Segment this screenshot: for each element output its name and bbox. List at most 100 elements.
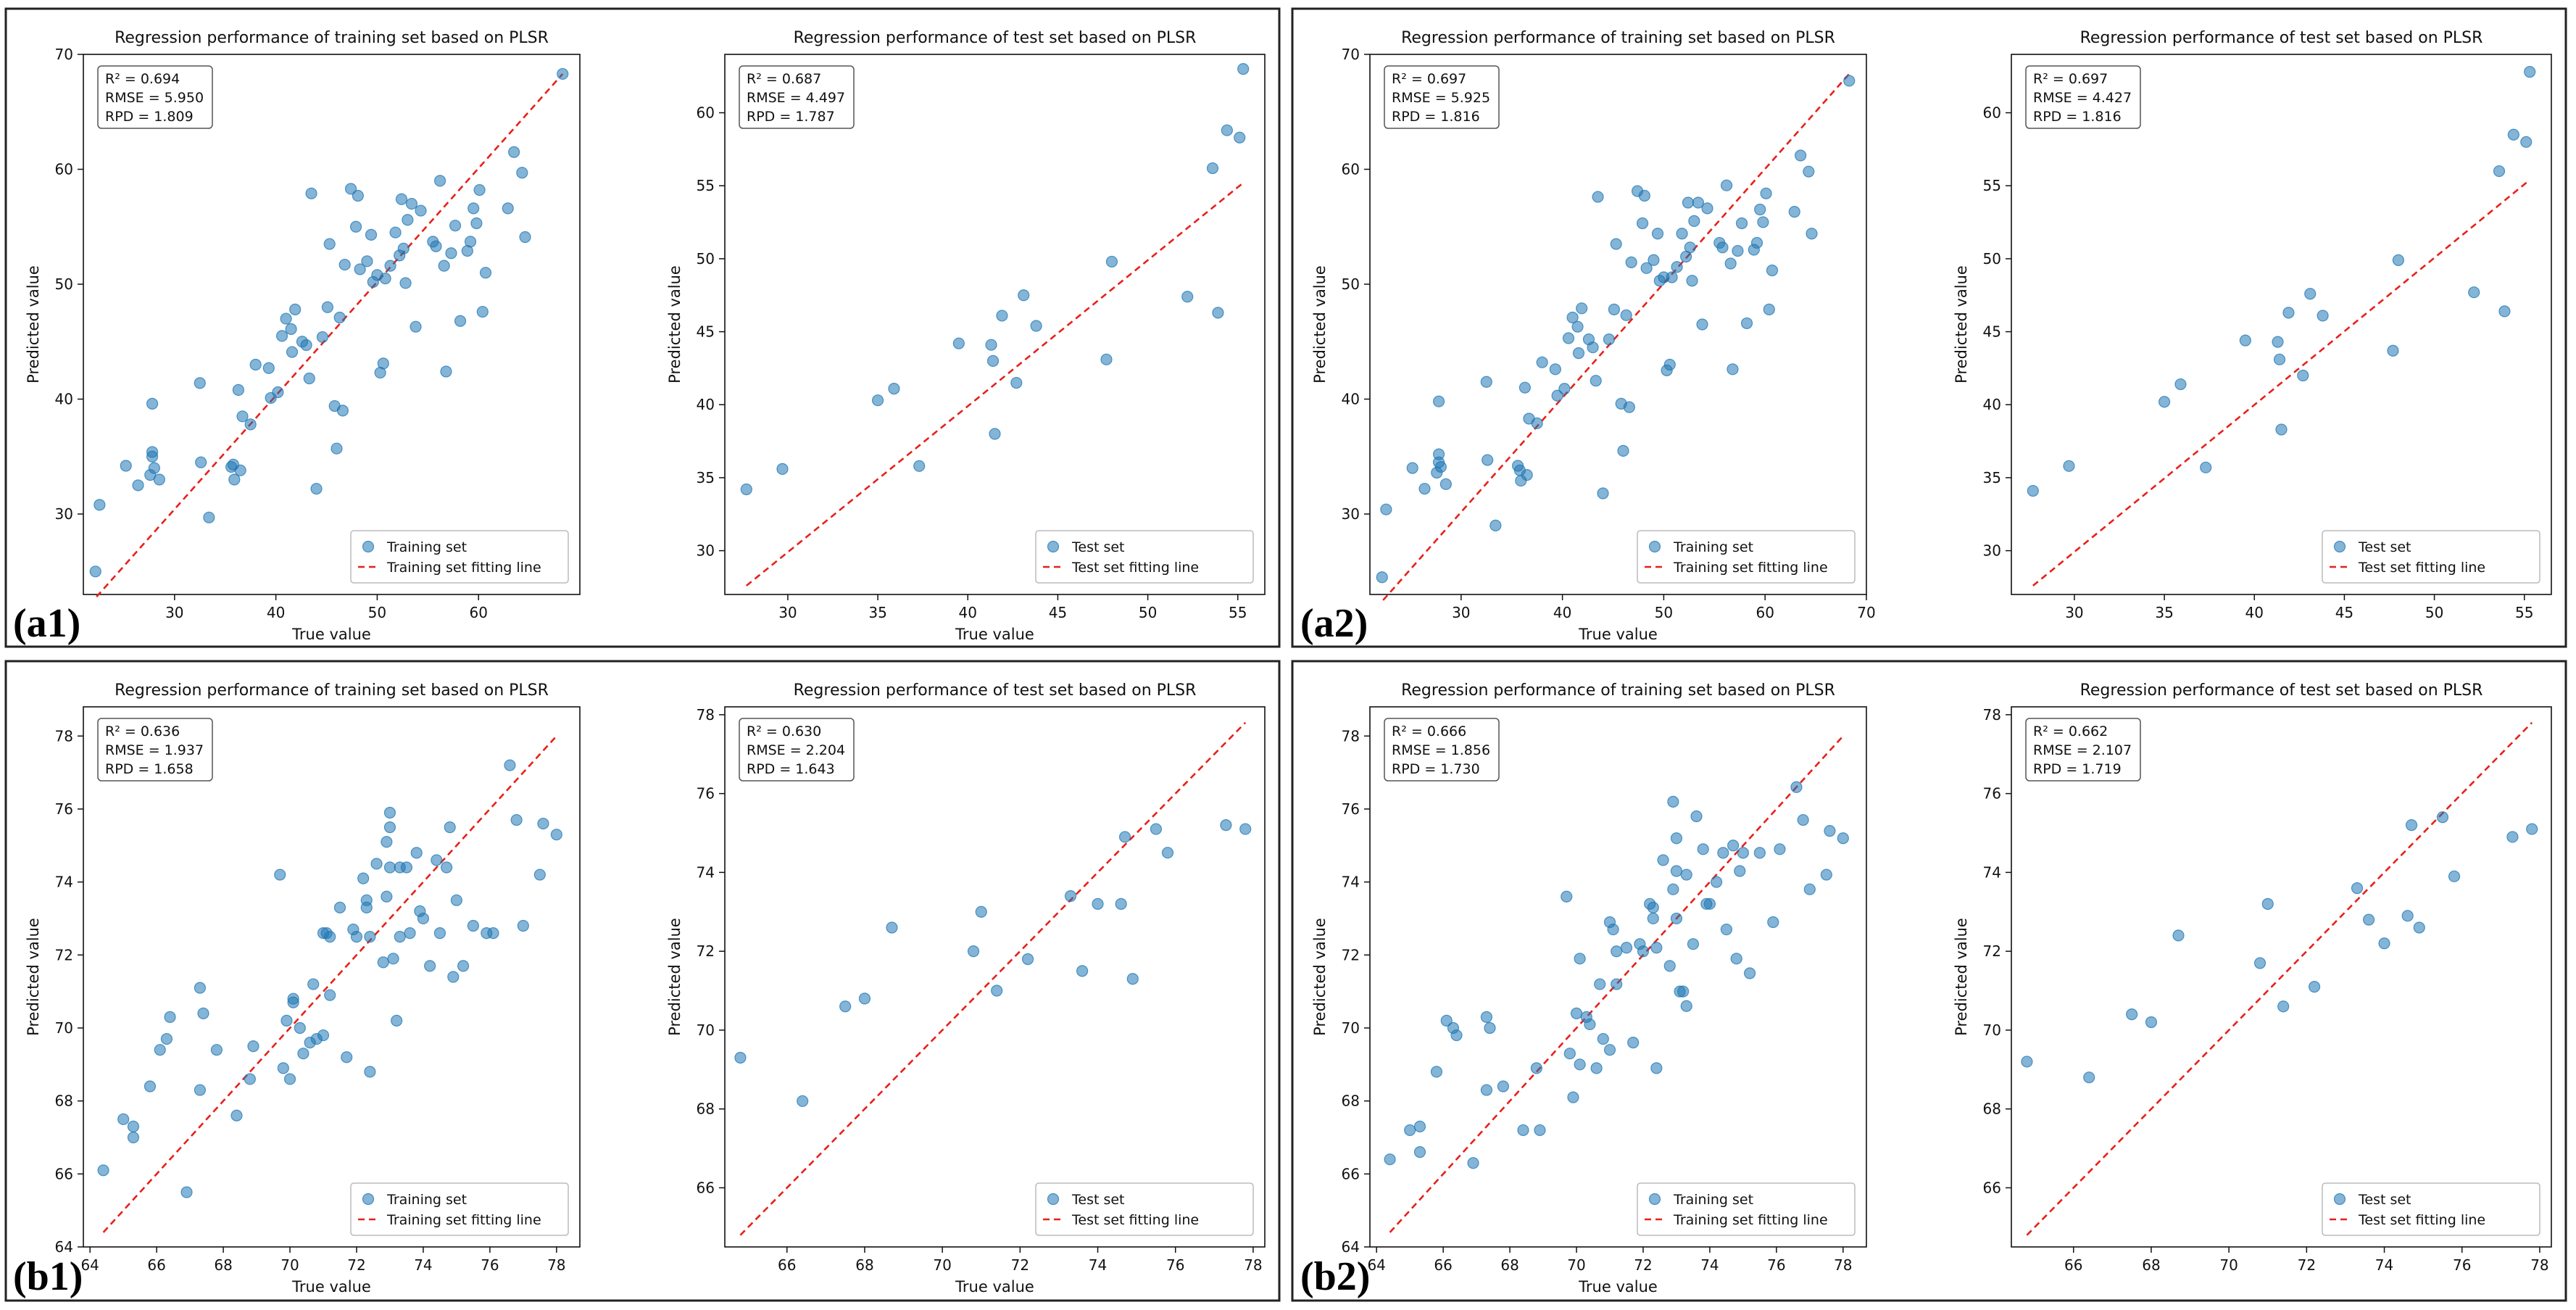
- stats-line: R² = 0.636: [105, 724, 180, 739]
- x-tick-label: 30: [2065, 604, 2083, 621]
- legend-marker-points: [1047, 1193, 1060, 1206]
- data-point: [1620, 309, 1632, 321]
- legend-label-line: Test set fitting line: [2358, 1212, 2485, 1228]
- data-point: [280, 312, 292, 325]
- data-point: [1534, 1124, 1546, 1137]
- data-point: [344, 183, 357, 195]
- data-point: [1549, 363, 1561, 376]
- data-point: [230, 1109, 243, 1122]
- data-point: [445, 247, 457, 260]
- data-point: [1671, 261, 1683, 273]
- data-point: [2145, 1016, 2158, 1029]
- x-tick-label: 60: [469, 604, 487, 621]
- chart-title: Regression performance of training set b…: [115, 681, 549, 700]
- data-point: [1518, 381, 1531, 394]
- data-point: [1737, 847, 1749, 859]
- y-tick-label: 50: [697, 250, 715, 268]
- data-point: [967, 945, 980, 958]
- legend-marker-points: [2333, 540, 2346, 553]
- x-tick-label: 68: [2142, 1256, 2160, 1274]
- figure-frame-4: [1291, 660, 2567, 1302]
- data-point: [1670, 912, 1683, 925]
- y-tick-label: 70: [697, 1021, 715, 1039]
- data-point: [1558, 383, 1571, 395]
- data-point: [410, 847, 423, 859]
- data-point: [470, 217, 483, 230]
- x-tick-label: 45: [1049, 604, 1067, 621]
- x-tick-label: 30: [1452, 604, 1470, 621]
- axes-frame: [2011, 54, 2552, 595]
- y-tick-label: 66: [55, 1165, 73, 1182]
- data-point: [1571, 320, 1584, 333]
- data-point: [1592, 191, 1604, 203]
- data-point: [274, 869, 286, 881]
- data-point: [2253, 957, 2267, 969]
- data-point: [244, 1073, 256, 1085]
- data-point: [1100, 353, 1113, 365]
- data-point: [148, 462, 160, 474]
- data-point: [1743, 967, 1756, 979]
- x-tick-label: 66: [147, 1256, 165, 1274]
- data-point: [1803, 883, 1816, 895]
- x-axis-label: True value: [955, 1278, 1034, 1296]
- data-point: [430, 240, 442, 252]
- stats-line: RMSE = 4.497: [747, 90, 845, 106]
- data-point: [433, 926, 446, 940]
- fitting-line: [1382, 73, 1850, 601]
- data-point: [1413, 1146, 1426, 1158]
- legend-label-points: Training set: [1673, 539, 1753, 555]
- y-tick-label: 78: [697, 706, 715, 724]
- y-axis-label: Predicted value: [666, 918, 684, 1036]
- data-point: [197, 1007, 209, 1019]
- y-tick-label: 68: [55, 1093, 73, 1110]
- axes-frame: [83, 54, 581, 595]
- data-point: [410, 320, 422, 333]
- data-point: [1221, 124, 1233, 136]
- y-tick-label: 30: [55, 505, 73, 523]
- data-point: [303, 372, 315, 385]
- data-point: [89, 565, 101, 578]
- data-point: [1150, 823, 1163, 835]
- stats-line: RPD = 1.643: [747, 761, 835, 777]
- data-point: [153, 473, 165, 486]
- stats-box: [2025, 65, 2141, 129]
- data-point: [1430, 1066, 1443, 1078]
- data-point: [1651, 228, 1664, 240]
- data-point: [2378, 937, 2390, 950]
- data-point: [1720, 923, 1733, 936]
- data-point: [2506, 831, 2519, 843]
- y-tick-label: 30: [1342, 505, 1360, 523]
- y-tick-label: 66: [1342, 1165, 1360, 1182]
- data-point: [1766, 264, 1779, 277]
- data-point: [383, 861, 396, 874]
- data-point: [2277, 1000, 2290, 1013]
- data-point: [117, 1113, 130, 1125]
- data-point: [2172, 929, 2185, 942]
- data-point: [1576, 302, 1588, 315]
- legend-box: [2322, 1182, 2540, 1236]
- x-tick-label: 35: [2155, 604, 2173, 621]
- data-point: [487, 926, 499, 940]
- y-tick-label: 30: [1983, 542, 2001, 560]
- data-point: [2362, 913, 2375, 926]
- data-point: [249, 358, 262, 371]
- data-point: [1697, 843, 1709, 855]
- y-tick-label: 74: [55, 874, 73, 891]
- data-point: [384, 260, 396, 272]
- y-tick-label: 55: [697, 177, 715, 194]
- data-point: [1584, 1018, 1596, 1031]
- x-tick-label: 72: [347, 1256, 365, 1274]
- subplot-3: Regression performance of training set b…: [1300, 29, 1876, 646]
- data-point: [132, 479, 144, 492]
- data-point: [1567, 1091, 1579, 1103]
- data-point: [381, 890, 393, 903]
- y-tick-label: 55: [1983, 177, 2001, 194]
- data-point: [1692, 196, 1705, 209]
- figure-frame-2: [1291, 7, 2567, 648]
- data-point: [1212, 307, 1224, 319]
- subplot-4: Regression performance of test set based…: [1953, 29, 2552, 621]
- chart-title: Regression performance of training set b…: [115, 29, 549, 47]
- axes-frame: [1369, 54, 1867, 595]
- x-tick-label: 72: [1634, 1256, 1652, 1274]
- data-point: [417, 912, 430, 925]
